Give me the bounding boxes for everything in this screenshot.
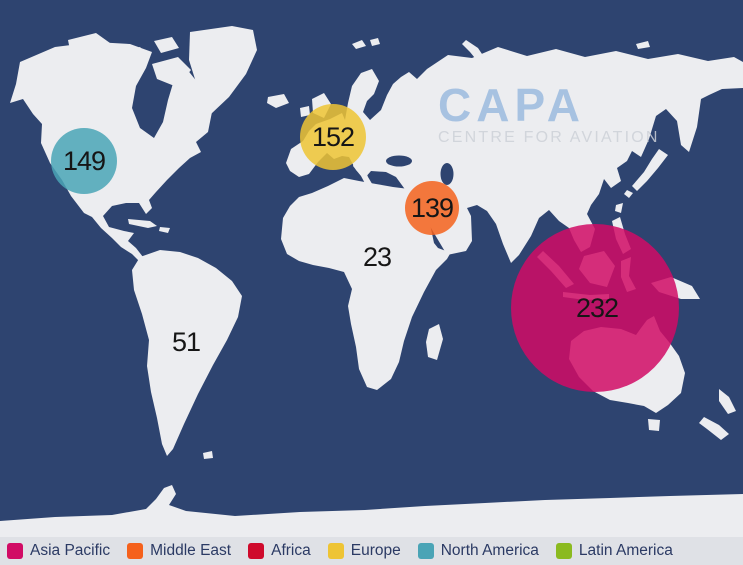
bubble-middle-east xyxy=(405,181,459,235)
legend-bar: Asia Pacific Middle East Africa Europe N… xyxy=(0,537,743,565)
legend-item-latin-america: Latin America xyxy=(555,542,673,560)
bubble-europe xyxy=(300,104,366,170)
value-label-africa: 23 xyxy=(363,242,391,272)
legend-swatch-middle-east xyxy=(127,543,144,559)
legend-label-north-america: North America xyxy=(440,542,539,559)
continent-africa xyxy=(281,178,454,390)
inland-seas xyxy=(386,155,454,185)
legend-swatch-europe xyxy=(327,543,344,559)
value-label-latin-america: 51 xyxy=(172,327,200,357)
bubble-asia-pacific xyxy=(511,224,679,392)
legend-item-europe: Europe xyxy=(327,542,401,560)
southeast-asia-islands xyxy=(537,203,700,300)
legend-label-europe: Europe xyxy=(350,542,401,559)
legend-item-africa: Africa xyxy=(248,542,311,560)
legend-label-asia-pacific: Asia Pacific xyxy=(30,542,111,559)
japan xyxy=(624,149,668,198)
legend-label-middle-east: Middle East xyxy=(150,542,232,559)
legend-label-latin-america: Latin America xyxy=(578,542,673,559)
black-sea xyxy=(386,155,412,167)
legend-swatch-north-america xyxy=(417,543,434,559)
value-label-middle-east: 139 xyxy=(411,193,453,223)
new-zealand xyxy=(699,389,736,440)
arctic-islands xyxy=(68,33,191,87)
continent-south-america xyxy=(132,250,242,459)
legend-swatch-latin-america xyxy=(555,543,572,559)
madagascar xyxy=(426,324,443,360)
value-labels: 149 152 139 232 23 51 xyxy=(63,122,619,357)
value-label-asia-pacific: 232 xyxy=(576,293,618,323)
continent-eurasia xyxy=(286,47,743,263)
value-label-europe: 152 xyxy=(312,122,354,152)
greenland xyxy=(189,26,257,114)
antarctica xyxy=(0,485,743,537)
bubble-north-america xyxy=(51,128,117,194)
iceland xyxy=(267,94,289,108)
world-map: 149 152 139 232 23 51 xyxy=(0,26,743,537)
value-label-north-america: 149 xyxy=(63,146,105,176)
caribbean-islands xyxy=(128,219,170,233)
caspian-sea xyxy=(440,163,454,185)
legend-swatch-asia-pacific xyxy=(7,543,23,559)
legend-label-africa: Africa xyxy=(271,542,311,559)
legend-item-asia-pacific: Asia Pacific xyxy=(7,542,110,560)
bubbles xyxy=(51,104,679,392)
legend-item-north-america: North America xyxy=(417,542,539,560)
legend-swatch-africa xyxy=(248,543,265,559)
legend-item-middle-east: Middle East xyxy=(127,542,231,560)
world-map-svg: 149 152 139 232 23 51 xyxy=(0,26,743,537)
